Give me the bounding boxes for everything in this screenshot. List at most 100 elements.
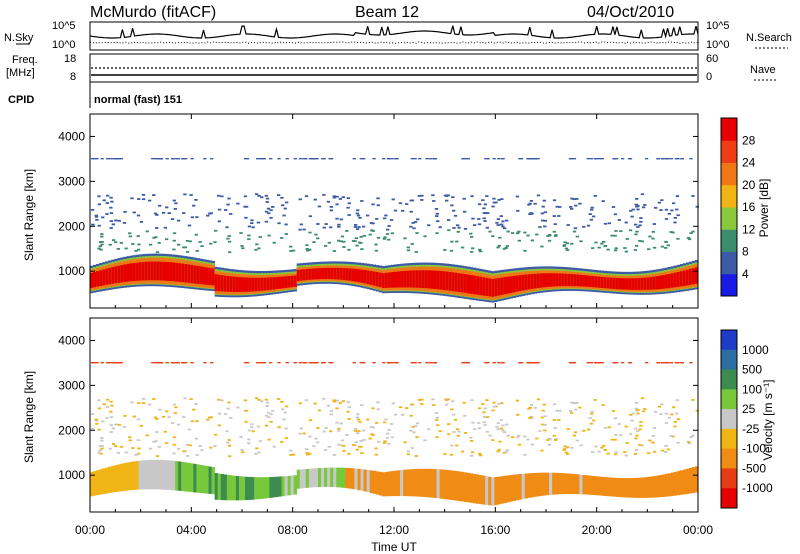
power-speckle: [536, 158, 540, 160]
velocity-scatter: [384, 418, 388, 421]
power-scatter: [176, 219, 181, 222]
velocity-scatter: [94, 418, 98, 421]
velocity-speckle: [170, 362, 175, 364]
velocity-speckle: [425, 362, 429, 364]
power-scatter: [172, 248, 176, 251]
velocity-scatter: [640, 444, 644, 447]
velocity-scatter: [217, 412, 222, 415]
velocity-speckle: [501, 362, 505, 364]
velocity-cell: [93, 471, 97, 496]
power-scatter: [354, 237, 359, 240]
power-scatter: [132, 211, 136, 214]
power-scatter: [308, 231, 312, 234]
velocity-cell: [400, 469, 404, 497]
velocity-cell: [260, 477, 264, 499]
power-scatter: [141, 193, 146, 196]
velocity-scatter: [269, 420, 273, 423]
velocity-scatter: [499, 427, 504, 430]
velocity-cell: [305, 468, 310, 488]
power-speckle: [315, 158, 319, 160]
power-scatter: [455, 224, 460, 227]
power-cell: [409, 270, 413, 288]
power-cell: [524, 274, 529, 290]
velocity-scatter: [271, 410, 275, 412]
velocity-scatter: [239, 436, 243, 438]
power-scatter: [170, 218, 175, 220]
power-scatter: [592, 215, 596, 218]
velocity-scatter: [449, 453, 454, 456]
power-scatter: [438, 226, 442, 229]
velocity-scatter: [481, 403, 485, 406]
power-scatter: [450, 240, 454, 243]
velocity-cell: [491, 477, 495, 506]
power-scatter: [91, 223, 95, 226]
power-scatter: [185, 239, 190, 242]
velocity-scatter: [603, 426, 608, 429]
velocity-speckle: [90, 362, 95, 364]
power-speckle: [425, 158, 429, 160]
velocity-scatter: [387, 442, 391, 445]
velocity-cell: [643, 477, 647, 498]
velocity-scatter: [393, 413, 398, 416]
velocity-scatter: [540, 423, 545, 426]
power-cell: [600, 276, 605, 288]
velocity-speckle: [258, 362, 263, 364]
velocity-colorbar-swatch: [721, 468, 737, 489]
velocity-scatter: [198, 445, 202, 447]
power-scatter: [540, 212, 544, 215]
velocity-scatter: [485, 399, 489, 402]
velocity-cell: [287, 475, 291, 496]
power-speckle: [203, 158, 207, 160]
power-scatter: [491, 205, 495, 208]
power-scatter: [195, 250, 199, 252]
power-scatter: [247, 234, 251, 237]
power-scatter: [634, 197, 639, 200]
velocity-scatter: [435, 419, 439, 421]
power-cell: [102, 269, 106, 286]
nave-label: Nave: [750, 64, 776, 76]
velocity-scatter: [351, 444, 356, 446]
velocity-scatter: [533, 406, 537, 409]
power-cell: [582, 275, 586, 287]
velocity-cell: [132, 461, 136, 490]
velocity-scatter: [528, 406, 532, 409]
velocity-scatter: [557, 419, 561, 421]
velocity-colorbar-swatch: [721, 488, 737, 509]
velocity-cell: [281, 476, 285, 497]
velocity-scatter: [405, 407, 409, 409]
power-scatter: [356, 209, 360, 212]
power-scatter: [401, 209, 405, 212]
velocity-scatter: [371, 426, 375, 429]
velocity-cell: [381, 472, 386, 497]
power-scatter: [689, 232, 693, 235]
power-scatter: [636, 226, 640, 228]
velocity-scatter: [610, 438, 614, 441]
velocity-scatter: [631, 412, 635, 415]
power-scatter: [478, 248, 482, 251]
power-cell: [120, 265, 124, 283]
velocity-cell: [105, 467, 109, 494]
x-tick-label: 00:00: [75, 523, 105, 537]
power-speckle: [614, 158, 619, 160]
power-scatter: [136, 235, 140, 238]
velocity-cell: [238, 476, 243, 501]
power-scatter: [691, 230, 695, 233]
power-scatter: [247, 238, 251, 241]
power-scatter: [347, 214, 351, 216]
power-scatter: [148, 243, 153, 246]
velocity-cell: [546, 472, 550, 496]
velocity-scatter: [264, 398, 269, 401]
velocity-scatter: [564, 451, 569, 454]
velocity-scatter: [316, 441, 320, 444]
velocity-cell: [521, 473, 526, 500]
velocity-scatter: [582, 429, 586, 432]
velocity-scatter: [574, 408, 578, 411]
velocity-scatter: [630, 419, 634, 422]
power-scatter: [174, 202, 178, 205]
power-scatter: [247, 225, 252, 228]
velocity-scatter: [304, 399, 309, 402]
velocity-speckle: [154, 362, 158, 364]
power-scatter: [629, 209, 633, 212]
power-scatter: [483, 203, 487, 206]
